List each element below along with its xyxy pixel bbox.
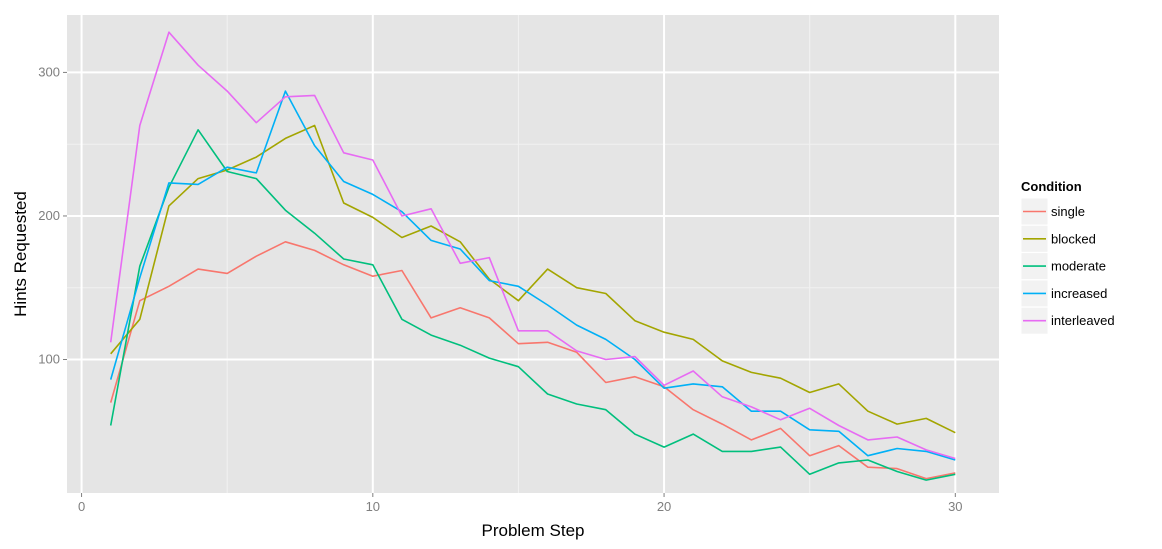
series-line-interleaved xyxy=(109,31,956,460)
legend-title: Condition xyxy=(1021,179,1082,194)
legend-label: moderate xyxy=(1051,259,1106,274)
x-axis-ticks: 0 10 20 30 xyxy=(78,493,963,514)
legend-label: interleaved xyxy=(1051,313,1115,328)
series-line-increased xyxy=(109,90,956,461)
x-axis-title: Problem Step xyxy=(482,521,585,540)
legend: Condition single blocked moderate increased… xyxy=(1020,179,1115,335)
legend-item-interleaved: interleaved xyxy=(1020,306,1115,335)
y-tick-label: 300 xyxy=(38,64,60,79)
legend-item-moderate: moderate xyxy=(1020,252,1106,281)
y-tick-label: 100 xyxy=(38,352,60,367)
legend-item-blocked: blocked xyxy=(1020,224,1096,253)
x-tick-label: 20 xyxy=(657,499,671,514)
plot-panel xyxy=(67,15,999,493)
legend-item-increased: increased xyxy=(1020,279,1107,308)
series-line-blocked xyxy=(110,124,956,434)
x-tick-label: 10 xyxy=(366,499,380,514)
x-tick-label: 30 xyxy=(948,499,962,514)
legend-item-single: single xyxy=(1020,197,1085,226)
major-gridlines xyxy=(67,15,999,493)
legend-label: single xyxy=(1051,204,1085,219)
y-axis-ticks: 100 200 300 xyxy=(38,64,67,367)
series-lines xyxy=(109,31,956,481)
legend-label: blocked xyxy=(1051,231,1096,246)
minor-gridlines xyxy=(67,15,999,493)
y-axis-title: Hints Requested xyxy=(11,191,30,317)
legend-label: increased xyxy=(1051,286,1107,301)
series-line-single xyxy=(109,241,956,480)
series-line-moderate xyxy=(109,129,956,481)
legend-items: single blocked moderate increased interleave… xyxy=(1020,197,1115,335)
x-tick-label: 0 xyxy=(78,499,85,514)
y-tick-label: 200 xyxy=(38,208,60,223)
